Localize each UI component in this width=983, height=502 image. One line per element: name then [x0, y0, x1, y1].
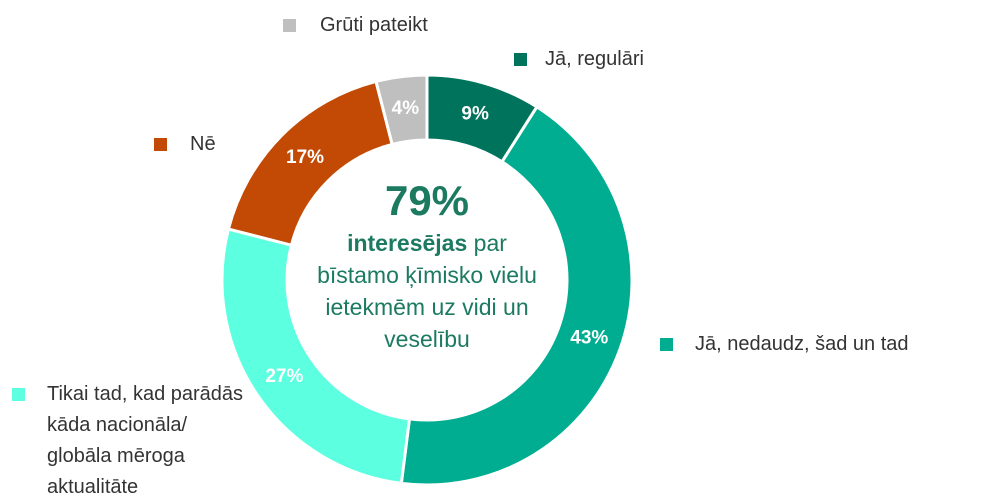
slice [220, 227, 412, 486]
center-bold: interesējas [347, 230, 468, 256]
center-label: 79% interesējas par bīstamo ķīmisko viel… [307, 175, 547, 355]
value-label: 43% [570, 327, 608, 348]
slice [399, 104, 634, 487]
legend-swatch [154, 138, 167, 151]
legend-label: Nē [190, 133, 216, 155]
value-label: 4% [392, 98, 420, 119]
center-value: 79% [384, 177, 470, 224]
legend-swatch [283, 19, 296, 32]
value-label: 27% [265, 366, 303, 387]
slice [374, 73, 429, 147]
legend-swatch [514, 53, 527, 66]
value-label: 9% [461, 103, 489, 124]
value-label: 17% [286, 147, 324, 168]
center-desc: par bīstamo ķīmisko vielu ietekmēm uz vi… [317, 230, 537, 352]
legend-swatch [12, 388, 25, 401]
legend-swatch [660, 338, 673, 351]
legend-label: Jā, nedaudz, šad un tad [695, 333, 909, 355]
center-text: interesējas par bīstamo ķīmisko vielu ie… [307, 227, 547, 355]
legend-label: Jā, regulāri [545, 48, 644, 70]
legend-label: Tikai tad, kad parādās kāda nacionāla/ g… [47, 383, 244, 498]
legend-label: Grūti pateikt [320, 14, 428, 36]
